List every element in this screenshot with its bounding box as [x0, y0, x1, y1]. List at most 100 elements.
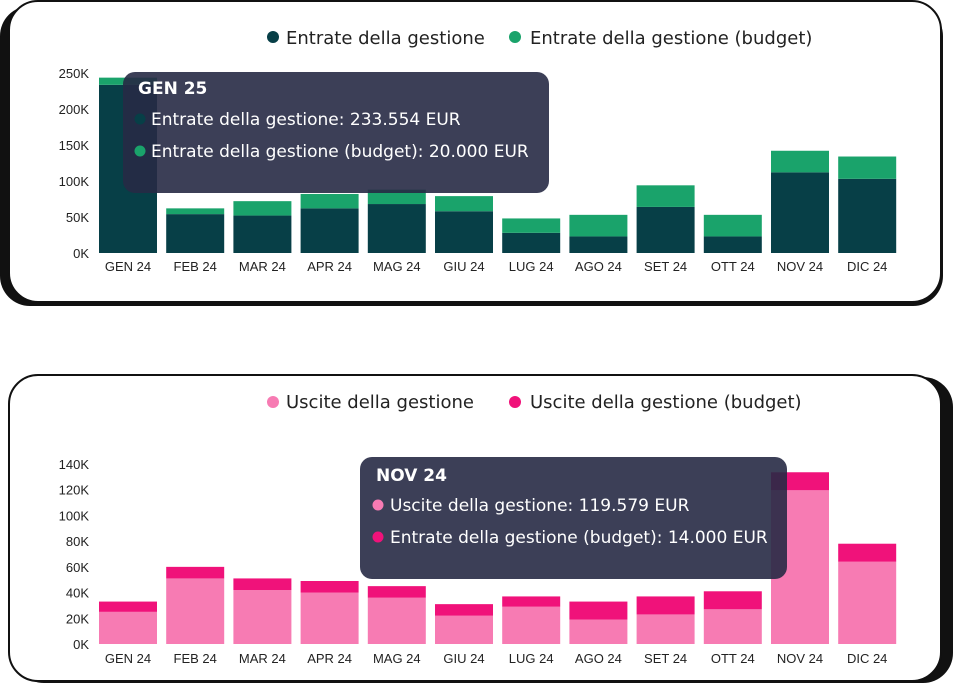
- expense-x-tick-label: MAG 24: [373, 651, 421, 666]
- expense-legend-swatch-1: [509, 396, 521, 408]
- expense-tooltip-panel: [360, 457, 787, 579]
- income-x-tick-label: FEB 24: [174, 259, 217, 274]
- expense-y-tick-label: 40K: [66, 586, 89, 601]
- expense-y-tick-label: 20K: [66, 611, 89, 626]
- expense-x-tick-label: SET 24: [644, 651, 687, 666]
- income-bar-budget: [367, 189, 426, 205]
- expense-x-tick-label: APR 24: [307, 651, 352, 666]
- expense-bar-budget: [99, 601, 157, 612]
- income-bar-actual: [569, 236, 628, 253]
- expense-tooltip-line-1: Entrate della gestione (budget): 14.000 …: [390, 528, 768, 548]
- expense-legend-label-1: Uscite della gestione (budget): [530, 392, 802, 413]
- income-tooltip-line-1: Entrate della gestione (budget): 20.000 …: [151, 142, 529, 162]
- expense-x-tick-label: NOV 24: [777, 651, 823, 666]
- expense-bar-actual: [166, 578, 225, 644]
- expense-y-tick-label: 60K: [66, 560, 89, 575]
- income-tooltip-title: GEN 25: [138, 79, 207, 99]
- income-tooltip-swatch-0: [134, 113, 146, 125]
- income-y-tick-label: 150K: [59, 138, 90, 153]
- expense-y-tick-label: 140K: [59, 457, 90, 472]
- expense-x-tick-label: FEB 24: [174, 651, 217, 666]
- income-x-tick-label: DIC 24: [847, 259, 887, 274]
- income-x-tick-label: NOV 24: [777, 259, 823, 274]
- expense-x-tick-label: OTT 24: [711, 651, 755, 666]
- expense-bar-actual: [502, 606, 561, 644]
- expense-tooltip-swatch-1: [372, 531, 384, 543]
- expense-x-tick-label: MAR 24: [239, 651, 286, 666]
- expense-bar-budget: [838, 543, 897, 562]
- income-y-tick-label: 0K: [73, 246, 89, 261]
- income-bar-actual: [838, 178, 897, 253]
- income-legend-swatch-1: [509, 31, 521, 43]
- income-legend-label-0: Entrate della gestione: [286, 28, 485, 49]
- income-bar-actual: [435, 211, 493, 253]
- income-bar-budget: [233, 201, 292, 216]
- expense-y-tick-label: 120K: [59, 483, 90, 498]
- expense-x-tick-label: GEN 24: [105, 651, 151, 666]
- expense-chart: Uscite della gestione Uscite della gestio…: [59, 392, 897, 666]
- income-legend-label-1: Entrate della gestione (budget): [530, 28, 812, 49]
- expense-y-tick-label: 0K: [73, 637, 89, 652]
- expense-tooltip-line-0: Uscite della gestione: 119.579 EUR: [390, 496, 690, 516]
- income-bar-actual: [166, 214, 225, 253]
- income-bar-budget: [569, 214, 628, 237]
- expense-legend-label-0: Uscite della gestione: [286, 392, 474, 413]
- expense-bar-budget: [569, 601, 628, 620]
- income-x-tick-label: AGO 24: [575, 259, 622, 274]
- expense-bar-budget: [367, 586, 426, 598]
- income-x-tick-label: GIU 24: [443, 259, 484, 274]
- income-tooltip: GEN 25 Entrate della gestione: 233.554 EU…: [123, 72, 549, 193]
- income-bar-budget: [771, 150, 829, 173]
- income-y-tick-label: 50K: [66, 210, 89, 225]
- income-bar-budget: [703, 214, 762, 237]
- expense-tooltip-swatch-0: [372, 499, 384, 511]
- expense-bar-budget: [636, 596, 695, 615]
- income-y-tick-label: 200K: [59, 102, 90, 117]
- income-tooltip-line-0: Entrate della gestione: 233.554 EUR: [151, 110, 461, 130]
- expense-x-tick-label: DIC 24: [847, 651, 887, 666]
- income-x-tick-label: GEN 24: [105, 259, 151, 274]
- income-bar-budget: [636, 185, 695, 207]
- expense-bar-budget: [233, 578, 292, 590]
- income-y-tick-label: 250K: [59, 66, 90, 81]
- expense-bar-actual: [636, 614, 695, 644]
- income-chart: Entrate della gestione Entrate della gest…: [59, 28, 897, 274]
- expense-legend-swatch-0: [267, 396, 279, 408]
- income-x-tick-label: OTT 24: [711, 259, 755, 274]
- expense-bar-actual: [367, 597, 426, 644]
- expense-bar-budget: [502, 596, 561, 607]
- income-bar-actual: [367, 204, 426, 253]
- income-x-tick-label: APR 24: [307, 259, 352, 274]
- expense-x-tick-label: GIU 24: [443, 651, 484, 666]
- income-bar-actual: [233, 215, 292, 253]
- income-bar-actual: [771, 172, 829, 253]
- expense-bar-budget: [435, 604, 493, 616]
- expense-bar-actual: [99, 611, 157, 644]
- expense-bar-actual: [838, 561, 897, 644]
- income-bar-budget: [502, 218, 561, 233]
- expense-y-tick-label: 100K: [59, 508, 90, 523]
- expense-bar-budget: [166, 566, 225, 579]
- expense-bar-actual: [300, 592, 359, 644]
- income-bar-actual: [636, 206, 695, 253]
- expense-tooltip-title: NOV 24: [376, 466, 447, 486]
- income-bar-actual: [502, 232, 561, 253]
- income-bar-actual: [300, 208, 359, 253]
- income-bar-budget: [435, 196, 493, 212]
- income-bar-actual: [703, 236, 762, 253]
- expense-bar-budget: [300, 581, 359, 593]
- expense-x-tick-label: LUG 24: [509, 651, 554, 666]
- income-bar-budget: [166, 208, 225, 215]
- expense-bar-actual: [569, 619, 628, 644]
- expense-x-tick-label: AGO 24: [575, 651, 622, 666]
- income-tooltip-panel: [123, 72, 549, 193]
- income-x-tick-label: MAR 24: [239, 259, 286, 274]
- expense-bar-actual: [233, 590, 292, 644]
- expense-tooltip: NOV 24 Uscite della gestione: 119.579 EUR…: [360, 457, 787, 579]
- income-x-tick-label: SET 24: [644, 259, 687, 274]
- income-x-tick-label: LUG 24: [509, 259, 554, 274]
- income-y-tick-label: 100K: [59, 174, 90, 189]
- expense-bar-actual: [435, 615, 493, 644]
- income-bar-budget: [300, 193, 359, 209]
